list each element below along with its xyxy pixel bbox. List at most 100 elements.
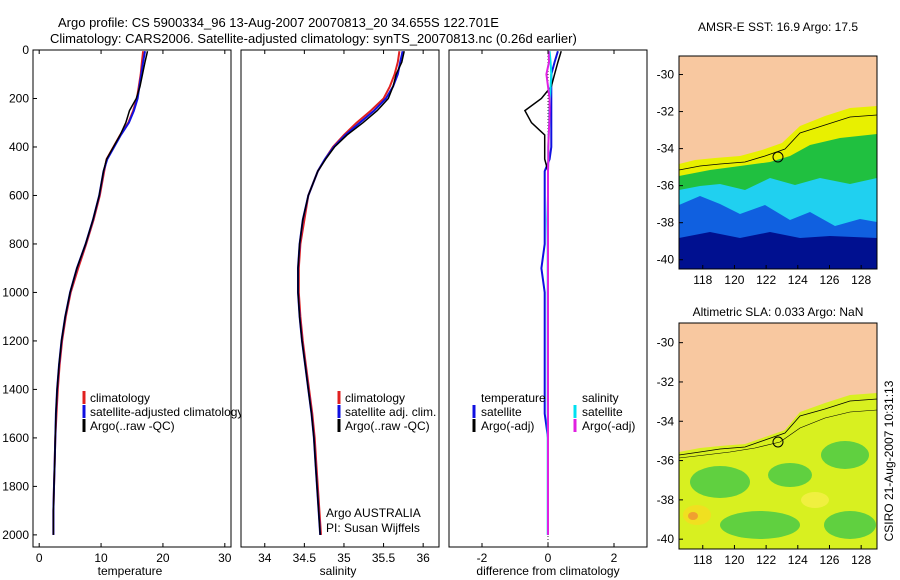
y-tick-label: 2000	[2, 528, 29, 542]
salinity-axes-frame	[240, 49, 440, 548]
sst-profile-marker	[772, 151, 784, 163]
difference-panel: -2 0 2 difference from climatology tempera…	[448, 49, 648, 578]
x-tick-label: 0	[545, 551, 552, 565]
y-tick-label: 1600	[2, 431, 29, 445]
legend-label-satellite: satellite adj. clim.	[345, 405, 436, 419]
sla-blob-green	[824, 511, 876, 539]
legend-label-argo: Argo(..raw -QC)	[345, 419, 430, 433]
series-line-argo-raw-qc-	[297, 51, 405, 535]
lon-tick-label: 126	[819, 273, 839, 287]
legend-heading-temperature: temperature	[481, 391, 546, 405]
legend-label-sal-satellite: satellite	[582, 405, 623, 419]
sla-map-field	[679, 323, 877, 549]
lat-tick-label: -36	[657, 454, 675, 468]
difference-ticks: -2 0 2	[477, 50, 618, 565]
figure-title-line2: Climatology: CARS2006. Satellite-adjuste…	[50, 31, 577, 46]
sla-map-frame	[678, 322, 878, 550]
sla-lat-ticks: -30 -32 -34 -36 -38 -40	[657, 336, 683, 546]
sla-coastline	[679, 398, 877, 456]
salinity-legend: climatology satellite adj. clim. Argo(..…	[337, 391, 436, 433]
footer-stamp: CSIRO 21-Aug-2007 10:31:13	[882, 380, 896, 541]
sla-map: Altimetric SLA: 0.033 Argo: NaN 118 120 12…	[657, 305, 878, 567]
salinity-panel: 34 34.5 35 35.5 36 salinity climatology sate…	[240, 49, 440, 578]
sst-map-frame	[678, 55, 878, 270]
sst-lon-ticks: 118 120 122 124 126 128	[693, 265, 871, 287]
legend-label-temp-argo: Argo(-adj)	[481, 419, 534, 433]
depth-ticks: 0 200 400 600 800 1000 1200 1400 1600 1800 2000	[2, 43, 37, 542]
lat-tick-label: -34	[657, 414, 675, 428]
lat-tick-label: -32	[657, 105, 675, 119]
x-tick-label: 34	[258, 551, 272, 565]
sst-map: AMSR-E SST: 16.9 Argo: 17.5 118 120 122 124…	[657, 20, 878, 287]
lon-tick-label: 124	[788, 553, 808, 567]
lon-tick-label: 120	[724, 273, 744, 287]
temperature-axes-frame	[32, 49, 232, 548]
sla-blob-green	[720, 511, 800, 539]
salinity-lines	[297, 50, 405, 535]
lon-tick-label: 120	[724, 553, 744, 567]
x-tick-label: 35	[337, 551, 351, 565]
legend-label-satellite: satellite-adjusted climatology	[90, 405, 243, 419]
lat-tick-label: -40	[657, 532, 675, 546]
x-tick-label: 20	[156, 551, 170, 565]
temperature-panel: 0 200 400 600 800 1000 1200 1400 1600 1800 2000 0 1…	[2, 43, 243, 578]
temperature-lines	[52, 51, 149, 535]
lat-tick-label: -38	[657, 493, 675, 507]
sst-map-title: AMSR-E SST: 16.9 Argo: 17.5	[698, 20, 858, 34]
legend-label-sal-argo: Argo(-adj)	[582, 419, 635, 433]
lat-tick-label: -36	[657, 179, 675, 193]
lat-tick-label: -38	[657, 216, 675, 230]
legend-label-climatology: climatology	[90, 391, 150, 405]
y-tick-label: 0	[22, 43, 29, 57]
temperature-xlabel: temperature	[98, 564, 163, 578]
legend-label-climatology: climatology	[345, 391, 405, 405]
y-tick-label: 600	[9, 188, 29, 202]
x-tick-label: 34.5	[293, 551, 317, 565]
series-line-argo-raw-qc-	[52, 51, 149, 535]
legend-label-temp-satellite: satellite	[481, 405, 522, 419]
lat-tick-label: -30	[657, 68, 675, 82]
y-tick-label: 800	[9, 237, 29, 251]
y-tick-label: 400	[9, 140, 29, 154]
temperature-legend: climatology satellite-adjusted climatolo…	[82, 391, 243, 433]
x-tick-label: 36	[416, 551, 430, 565]
y-tick-label: 1400	[2, 382, 29, 396]
y-tick-label: 1200	[2, 334, 29, 348]
sst-map-field	[679, 56, 877, 269]
x-tick-label: 10	[94, 551, 108, 565]
x-tick-label: 0	[36, 551, 43, 565]
difference-legend: temperature salinity satellite Argo(-adj…	[472, 391, 635, 433]
lon-tick-label: 124	[788, 273, 808, 287]
float-owner-annotation: Argo AUSTRALIA	[326, 506, 421, 520]
x-tick-label: 2	[611, 551, 618, 565]
lon-tick-label: 128	[851, 553, 871, 567]
lon-tick-label: 122	[756, 553, 776, 567]
sst-band-navy	[679, 232, 877, 269]
y-tick-label: 1000	[2, 285, 29, 299]
x-tick-label: 30	[218, 551, 232, 565]
sla-shelf-contour	[679, 409, 877, 459]
lat-tick-label: -40	[657, 253, 675, 267]
sst-lat-ticks: -30 -32 -34 -36 -38 -40	[657, 68, 683, 267]
lon-tick-label: 118	[693, 273, 712, 287]
sla-blob-green	[821, 441, 869, 469]
difference-lines	[523, 50, 562, 535]
lat-tick-label: -34	[657, 142, 675, 156]
y-tick-label: 200	[9, 91, 29, 105]
sla-map-title: Altimetric SLA: 0.033 Argo: NaN	[693, 305, 864, 319]
x-tick-label: 35.5	[372, 551, 396, 565]
sla-blob-green	[768, 463, 812, 487]
x-tick-label: -2	[477, 551, 488, 565]
lat-tick-label: -30	[657, 336, 675, 350]
difference-xlabel: difference from climatology	[476, 564, 619, 578]
legend-label-argo: Argo(..raw -QC)	[90, 419, 175, 433]
salinity-xlabel: salinity	[320, 564, 357, 578]
lon-tick-label: 128	[851, 273, 871, 287]
sla-blob-yellow	[801, 492, 829, 508]
sla-lon-ticks: 118 120 122 124 126 128	[693, 545, 871, 567]
salinity-ticks: 34 34.5 35 35.5 36	[258, 50, 430, 565]
temperature-ticks: 0 10 20 30	[36, 50, 232, 565]
figure-title-line1: Argo profile: CS 5900334_96 13-Aug-2007 …	[58, 15, 499, 30]
sla-blob-green	[690, 466, 750, 498]
